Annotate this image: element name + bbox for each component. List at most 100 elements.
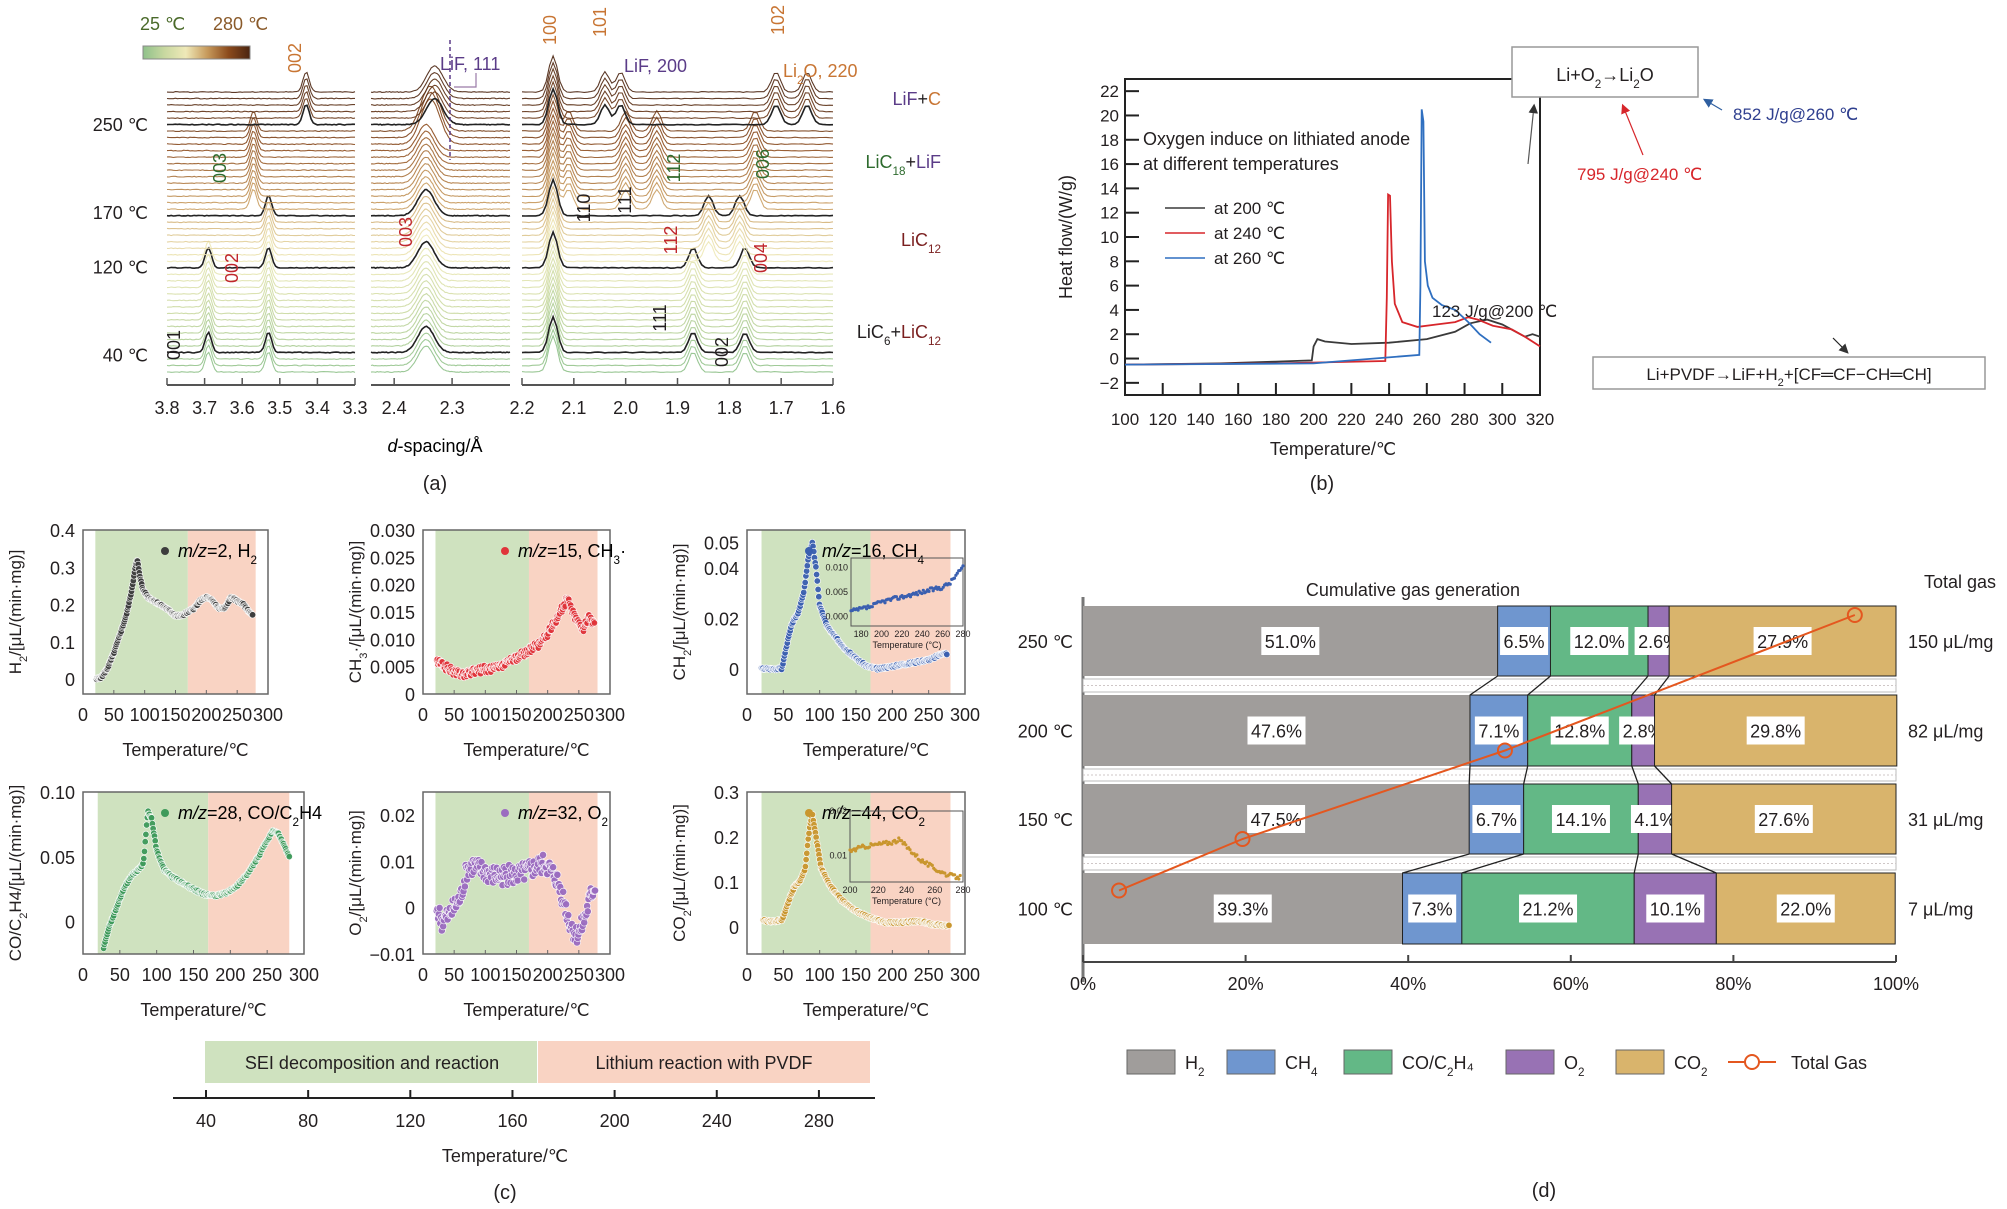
y-axis-title: CO2/[μL/(min·mg)]	[670, 804, 694, 942]
x-tick-label: 40%	[1390, 974, 1426, 994]
xrd-curve-segment-2	[370, 261, 510, 289]
x-tick-label: 1.9	[665, 398, 690, 418]
temperature-label: 250 ℃	[93, 115, 148, 135]
y-tick-label: 4	[1110, 301, 1119, 320]
xrd-curve-segment-1	[166, 201, 356, 224]
xrd-curve-segment-3	[521, 288, 834, 328]
data-point	[813, 577, 821, 585]
x-tick-label: 260	[1413, 410, 1441, 429]
x-tick-label: 150	[501, 705, 531, 725]
y-tick-label: 0.04	[704, 559, 739, 579]
inset-data-point	[930, 586, 934, 590]
data-point	[141, 847, 149, 855]
inset-x-tick-label: 280	[955, 885, 970, 895]
inset-x-axis-title: Temperature (°C)	[872, 640, 941, 650]
xrd-curve-segment-2	[371, 286, 511, 315]
inset-data-point	[957, 877, 961, 881]
data-label: 7.3%	[1412, 900, 1453, 920]
xrd-curve-segment-3	[521, 185, 834, 224]
arrow-260	[1702, 98, 1723, 111]
y-axis-title: O2/[μL/(min·mg)]	[346, 810, 370, 936]
subscript: 2	[919, 816, 926, 829]
peak-label: 111	[650, 304, 670, 331]
x-tick-label: 0	[742, 705, 752, 725]
x-tick-label: 1.8	[717, 398, 742, 418]
xrd-curve-segment-2	[370, 306, 511, 334]
x-tick-label: 320	[1526, 410, 1554, 429]
xrd-curve-segment-3	[521, 268, 833, 308]
xrd-curve-segment-3	[522, 119, 834, 159]
xrd-curve-segment-2	[370, 214, 511, 243]
data-label: 27.6%	[1758, 810, 1809, 830]
boundary-connector	[1631, 765, 1639, 785]
temperature-label: 170 ℃	[93, 203, 148, 223]
subscript: 2	[797, 74, 804, 87]
inset-data-point	[915, 853, 919, 857]
xrd-curve-segment-1	[166, 266, 356, 289]
y-tick-label: 0.025	[370, 548, 415, 568]
inset-y-tick-label: 0.01	[829, 850, 847, 860]
total-gas-label: 150 μL/mg	[1908, 632, 1993, 652]
data-label: 12.8%	[1554, 722, 1605, 742]
reaction-box-bottom	[1592, 356, 1986, 390]
boundary-connector	[1654, 765, 1673, 785]
inset-data-point	[916, 593, 920, 597]
legend-swatch	[1615, 1049, 1665, 1075]
xrd-curve-segment-2	[370, 221, 511, 250]
inset-data-point	[943, 871, 947, 875]
text-run: H	[6, 662, 25, 674]
data-point	[460, 882, 469, 891]
inset-data-point	[908, 595, 913, 599]
reaction-equation-top: Li+O2→Li2O	[1556, 65, 1654, 91]
peak-label: 003	[210, 153, 230, 183]
y-tick-label: 12	[1100, 204, 1119, 223]
data-label: 12.0%	[1574, 632, 1625, 652]
inset-data-point	[921, 588, 925, 592]
text-run: +	[890, 322, 901, 342]
xrd-curve-segment-2	[370, 143, 511, 172]
text-run: LiF	[892, 89, 917, 109]
y-axis-title: CH3·/[μL/(min·mg)]	[346, 541, 370, 684]
peak-label-lif-200: LiF, 200	[624, 56, 687, 76]
x-tick-label: 1.7	[769, 398, 794, 418]
data-point	[815, 593, 823, 601]
data-label: 47.5%	[1251, 810, 1302, 830]
panel-d-cumulative-gas: Cumulative gas generation Total gas 51.0% 6…	[1018, 572, 1996, 1202]
y-tick-label: 10	[1100, 228, 1119, 247]
data-point	[553, 870, 562, 879]
data-label: 39.3%	[1217, 900, 1268, 920]
x-tick-label: 1.6	[820, 398, 845, 418]
data-label: 6.5%	[1504, 632, 1545, 652]
total-gas-label: 82 μL/mg	[1908, 722, 1983, 742]
x-axis-title: Temperature/℃	[803, 740, 929, 760]
xrd-curve-segment-1	[166, 78, 355, 100]
energy-annotation-260: 852 J/g@260 ℃	[1733, 105, 1858, 124]
xrd-curve-segment-3	[521, 217, 834, 256]
subscript: 2	[1701, 1066, 1708, 1079]
phase-label: LiC18+LiF	[865, 152, 941, 178]
legend-marker	[161, 809, 169, 817]
y-tick-label: 8	[1110, 252, 1119, 271]
total-gas-label: 7 μL/mg	[1908, 900, 1973, 920]
subscript: 2	[1447, 1066, 1454, 1079]
inset-x-tick-label: 200	[874, 629, 889, 639]
text-run: +	[905, 152, 916, 172]
xrd-curve-segment-1	[166, 176, 356, 198]
x-tick-label: 200	[533, 705, 563, 725]
x-tick-label: 150	[841, 705, 871, 725]
temperature-label: 120 ℃	[93, 258, 148, 278]
data-label: 2.8%	[1623, 722, 1664, 742]
data-label-bg	[1646, 894, 1705, 923]
xrd-curve-segment-1	[166, 330, 356, 354]
data-point	[803, 841, 811, 849]
inset-x-tick-label: 180	[854, 629, 869, 639]
y-tick-label: 0.010	[370, 630, 415, 650]
data-label-bg	[1500, 627, 1549, 655]
series-line-1	[1124, 192, 1541, 366]
series-line-2	[1124, 109, 1492, 366]
x-axis-title: Temperature/℃	[140, 1000, 266, 1020]
data-point	[590, 619, 598, 627]
timeline-region-1	[538, 1041, 870, 1083]
y-tick-label: 0.005	[370, 658, 415, 678]
